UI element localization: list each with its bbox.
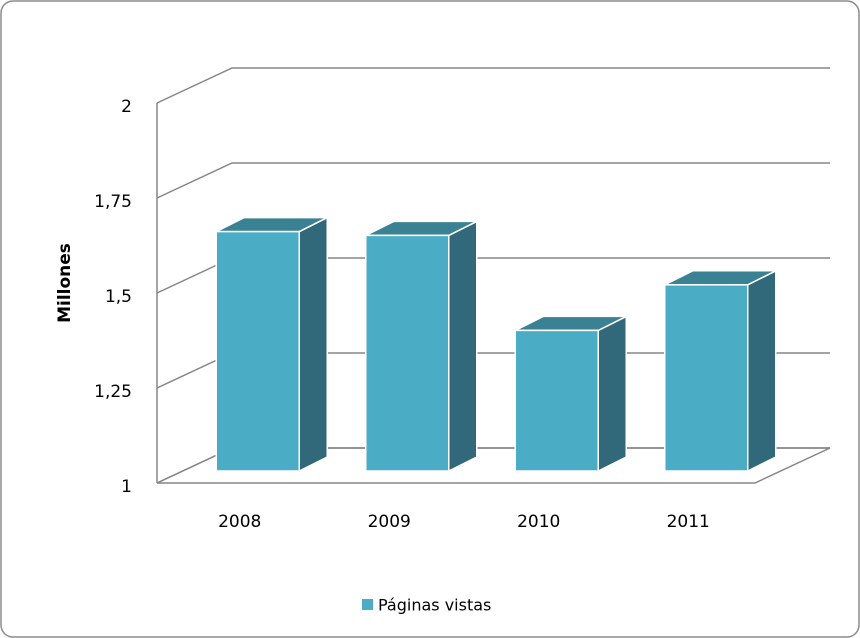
bar-front (365, 234, 450, 472)
bar (365, 220, 478, 473)
y-tick-label: 1,5 (105, 287, 132, 307)
grid-line (156, 67, 830, 104)
bar (215, 216, 328, 473)
y-tick-label: 2 (121, 97, 132, 117)
grid-line (156, 162, 830, 199)
bar-side (747, 269, 777, 473)
x-tick-label: 2011 (667, 512, 710, 532)
x-tick-label: 2008 (218, 512, 261, 532)
legend-label: Páginas vistas (378, 596, 491, 615)
bar-front (215, 230, 300, 472)
y-tick-label: 1,25 (94, 382, 132, 402)
y-tick-label: 1 (121, 477, 132, 497)
bar-side (597, 315, 627, 473)
bar-side (298, 216, 328, 473)
bar (664, 269, 777, 473)
bar (514, 315, 627, 473)
bar-side (448, 220, 478, 473)
y-tick-label: 1,75 (94, 192, 132, 212)
legend-swatch (362, 599, 373, 610)
bar-front (514, 329, 599, 472)
x-tick-label: 2009 (368, 512, 411, 532)
x-tick-label: 2010 (517, 512, 560, 532)
y-axis-label: Millones (55, 243, 75, 323)
bar-front (664, 284, 749, 472)
